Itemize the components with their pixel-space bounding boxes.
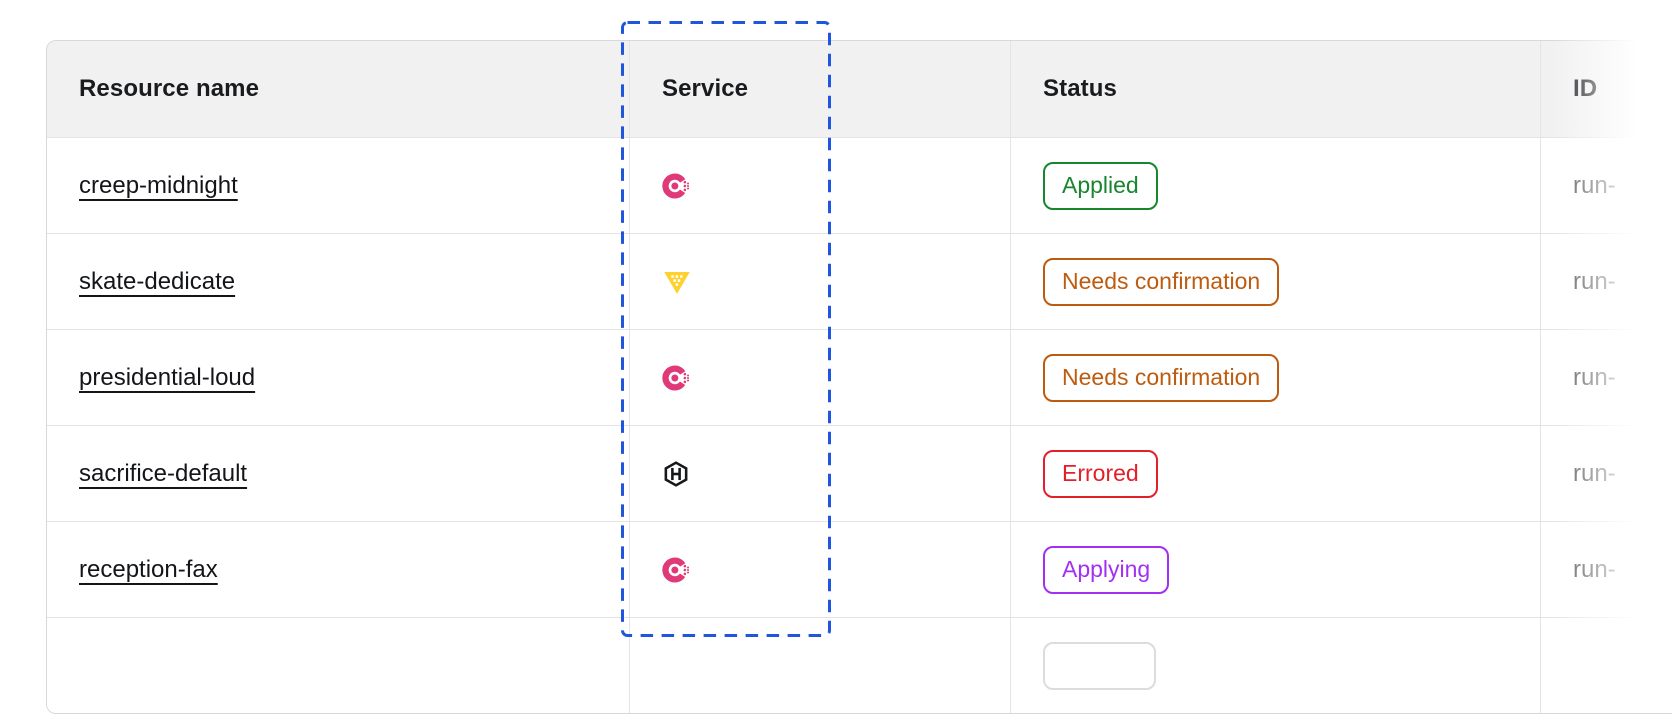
id-cell: run- — [1541, 522, 1672, 617]
resource-link[interactable]: reception-fax — [79, 555, 218, 583]
status-badge: Applied — [1043, 161, 1158, 210]
status-badge: Errored — [1043, 449, 1158, 498]
table-row: presidential-loud Needs confirmation run… — [47, 329, 1672, 425]
resource-link[interactable]: presidential-loud — [79, 363, 256, 391]
resource-name-cell — [47, 618, 630, 713]
id-cell: run- — [1541, 138, 1672, 233]
status-badge: Applying — [1043, 545, 1170, 594]
run-id: run- — [1573, 363, 1616, 391]
consul-icon — [662, 364, 690, 392]
run-id: run- — [1573, 267, 1616, 295]
table-header-row: Resource name Service Status ID — [47, 41, 1672, 137]
table-row: reception-fax Applying run- — [47, 521, 1672, 617]
consul-icon — [662, 556, 690, 584]
resource-name-cell: skate-dedicate — [47, 234, 630, 329]
resource-link[interactable]: sacrifice-default — [79, 459, 248, 487]
column-header-status: Status — [1011, 41, 1541, 137]
resource-link[interactable]: creep-midnight — [79, 171, 238, 199]
column-header-label: Resource name — [79, 75, 260, 102]
run-id: run- — [1573, 459, 1616, 487]
status-badge: Needs confirmation — [1043, 257, 1280, 306]
status-cell: Needs confirmation — [1011, 234, 1541, 329]
table-row-partial — [47, 617, 1672, 713]
column-header-label: ID — [1573, 75, 1598, 102]
status-cell: Applying — [1011, 522, 1541, 617]
hashicorp-icon — [662, 460, 690, 488]
resource-name-cell: presidential-loud — [47, 330, 630, 425]
status-cell: Errored — [1011, 426, 1541, 521]
column-header-resource-name: Resource name — [47, 41, 630, 137]
column-header-service: Service — [630, 41, 1011, 137]
resource-name-cell: sacrifice-default — [47, 426, 630, 521]
service-cell — [630, 522, 1011, 617]
id-cell: run- — [1541, 234, 1672, 329]
service-cell — [630, 426, 1011, 521]
run-id: run- — [1573, 171, 1616, 199]
service-cell — [630, 618, 1011, 713]
column-header-id: ID — [1541, 41, 1672, 137]
column-header-label: Status — [1043, 75, 1117, 102]
id-cell: run- — [1541, 330, 1672, 425]
status-cell: Applied — [1011, 138, 1541, 233]
service-cell — [630, 234, 1011, 329]
table-row: creep-midnight Applied run- — [47, 137, 1672, 233]
resource-name-cell: reception-fax — [47, 522, 630, 617]
consul-icon — [662, 172, 690, 200]
status-badge: Needs confirmation — [1043, 353, 1280, 402]
table-row: skate-dedicate Needs confirmation run- — [47, 233, 1672, 329]
status-cell: Needs confirmation — [1011, 330, 1541, 425]
id-cell: run- — [1541, 426, 1672, 521]
service-cell — [630, 330, 1011, 425]
resources-table: Resource name Service Status ID creep-mi… — [46, 40, 1672, 714]
partial-status-badge — [1043, 641, 1156, 690]
vault-icon — [662, 267, 692, 297]
column-header-label: Service — [662, 75, 749, 102]
resource-name-cell: creep-midnight — [47, 138, 630, 233]
table-row: sacrifice-default Errored run- — [47, 425, 1672, 521]
resource-link[interactable]: skate-dedicate — [79, 267, 236, 295]
run-id: run- — [1573, 555, 1616, 583]
id-cell — [1541, 618, 1672, 713]
status-cell — [1011, 618, 1541, 713]
service-cell — [630, 138, 1011, 233]
